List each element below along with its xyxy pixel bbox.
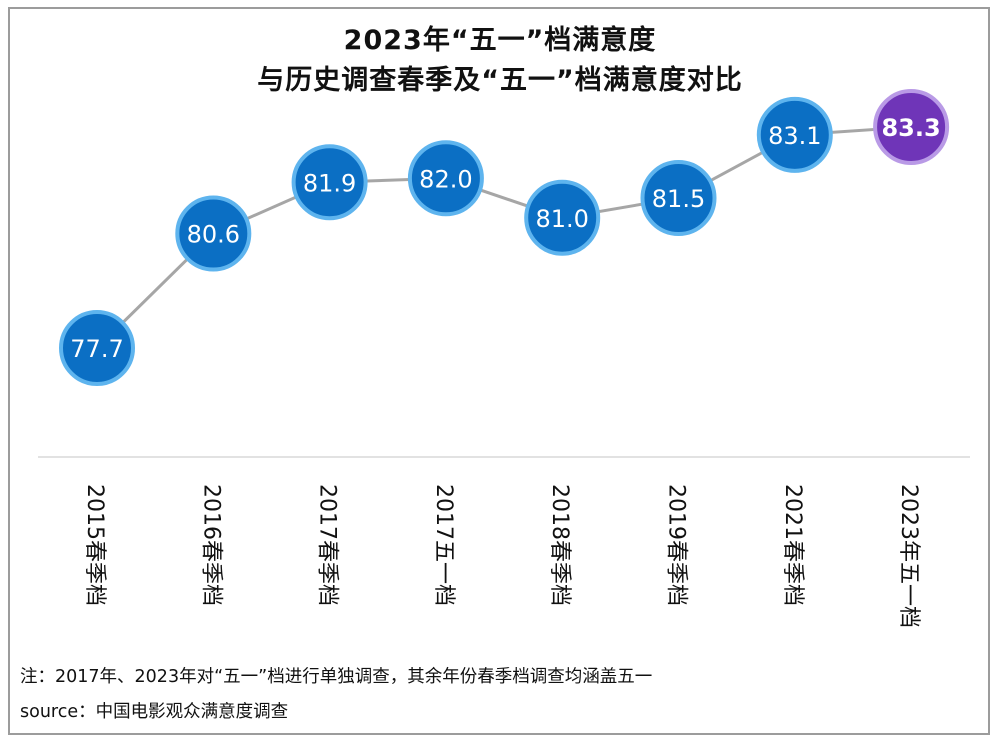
- chart-title-line1: 2023年“五一”档满意度: [343, 25, 657, 56]
- chart-title-line2: 与历史调查春季及“五一”档满意度对比: [257, 65, 743, 96]
- data-label: 81.9: [303, 169, 356, 197]
- data-label: 77.7: [70, 335, 123, 363]
- data-point-marker: [291, 144, 368, 221]
- x-tick-label: 2016春季档: [198, 484, 223, 606]
- x-tick-label: 2018春季档: [547, 484, 572, 606]
- chart-note: 注：2017年、2023年对“五一”档进行单独调查，其余年份春季档调查均涵盖五一: [20, 667, 653, 687]
- x-tick-label: 2017春季档: [315, 484, 340, 606]
- data-point-marker: [873, 89, 950, 165]
- data-point-marker: [640, 160, 717, 237]
- data-label: 82.0: [419, 165, 472, 193]
- data-point-marker: [524, 179, 601, 256]
- data-point-marker: [175, 195, 252, 272]
- data-point-marker: [59, 310, 135, 386]
- data-point-marker: [756, 96, 833, 173]
- data-point-marker: [407, 140, 484, 217]
- x-tick-label: 2023年五一档: [896, 484, 921, 628]
- chart-source: source：中国电影观众满意度调查: [20, 702, 289, 722]
- data-label: 83.3: [881, 114, 940, 142]
- data-label: 80.6: [187, 221, 240, 249]
- data-label: 81.5: [652, 185, 705, 213]
- data-label: 83.1: [768, 122, 821, 150]
- x-tick-label: 2021春季档: [780, 484, 805, 606]
- x-tick-label: 2015春季档: [82, 484, 107, 606]
- data-label: 81.0: [535, 205, 588, 233]
- x-tick-label: 2017五一档: [431, 484, 456, 606]
- x-tick-label: 2019春季档: [664, 484, 689, 606]
